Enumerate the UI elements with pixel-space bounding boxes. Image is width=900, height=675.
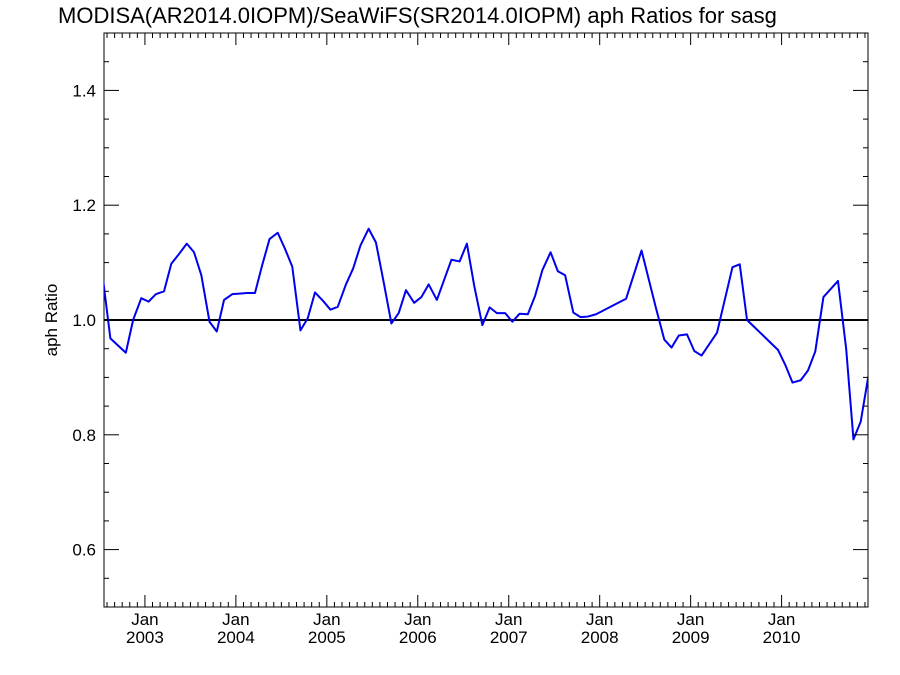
x-tick-label-month: Jan	[313, 610, 340, 629]
y-tick-label: 1.2	[72, 196, 96, 215]
y-tick-label: 1.0	[72, 311, 96, 330]
y-axis-label: aph Ratio	[42, 284, 61, 357]
x-tick-label-month: Jan	[586, 610, 613, 629]
series-line	[104, 227, 868, 441]
x-tick-label-month: Jan	[131, 610, 158, 629]
x-tick-label-month: Jan	[495, 610, 522, 629]
x-tick-label-year: 2003	[126, 628, 164, 647]
plot-area: 0.60.81.01.21.4Jan2003Jan2004Jan2005Jan2…	[72, 32, 869, 647]
x-tick-label-year: 2004	[217, 628, 255, 647]
chart-title: MODISA(AR2014.0IOPM)/SeaWiFS(SR2014.0IOP…	[58, 3, 777, 28]
x-tick-label-year: 2005	[308, 628, 346, 647]
x-tick-label-year: 2009	[672, 628, 710, 647]
x-tick-label-year: 2010	[763, 628, 801, 647]
x-tick-label-year: 2006	[399, 628, 437, 647]
x-tick-label-year: 2007	[490, 628, 528, 647]
y-tick-label: 0.8	[72, 426, 96, 445]
x-tick-label-month: Jan	[404, 610, 431, 629]
x-tick-label-month: Jan	[677, 610, 704, 629]
x-tick-label-year: 2008	[581, 628, 619, 647]
y-tick-label: 0.6	[72, 541, 96, 560]
y-tick-label: 1.4	[72, 81, 96, 100]
x-tick-label-month: Jan	[222, 610, 249, 629]
x-tick-label-month: Jan	[768, 610, 795, 629]
